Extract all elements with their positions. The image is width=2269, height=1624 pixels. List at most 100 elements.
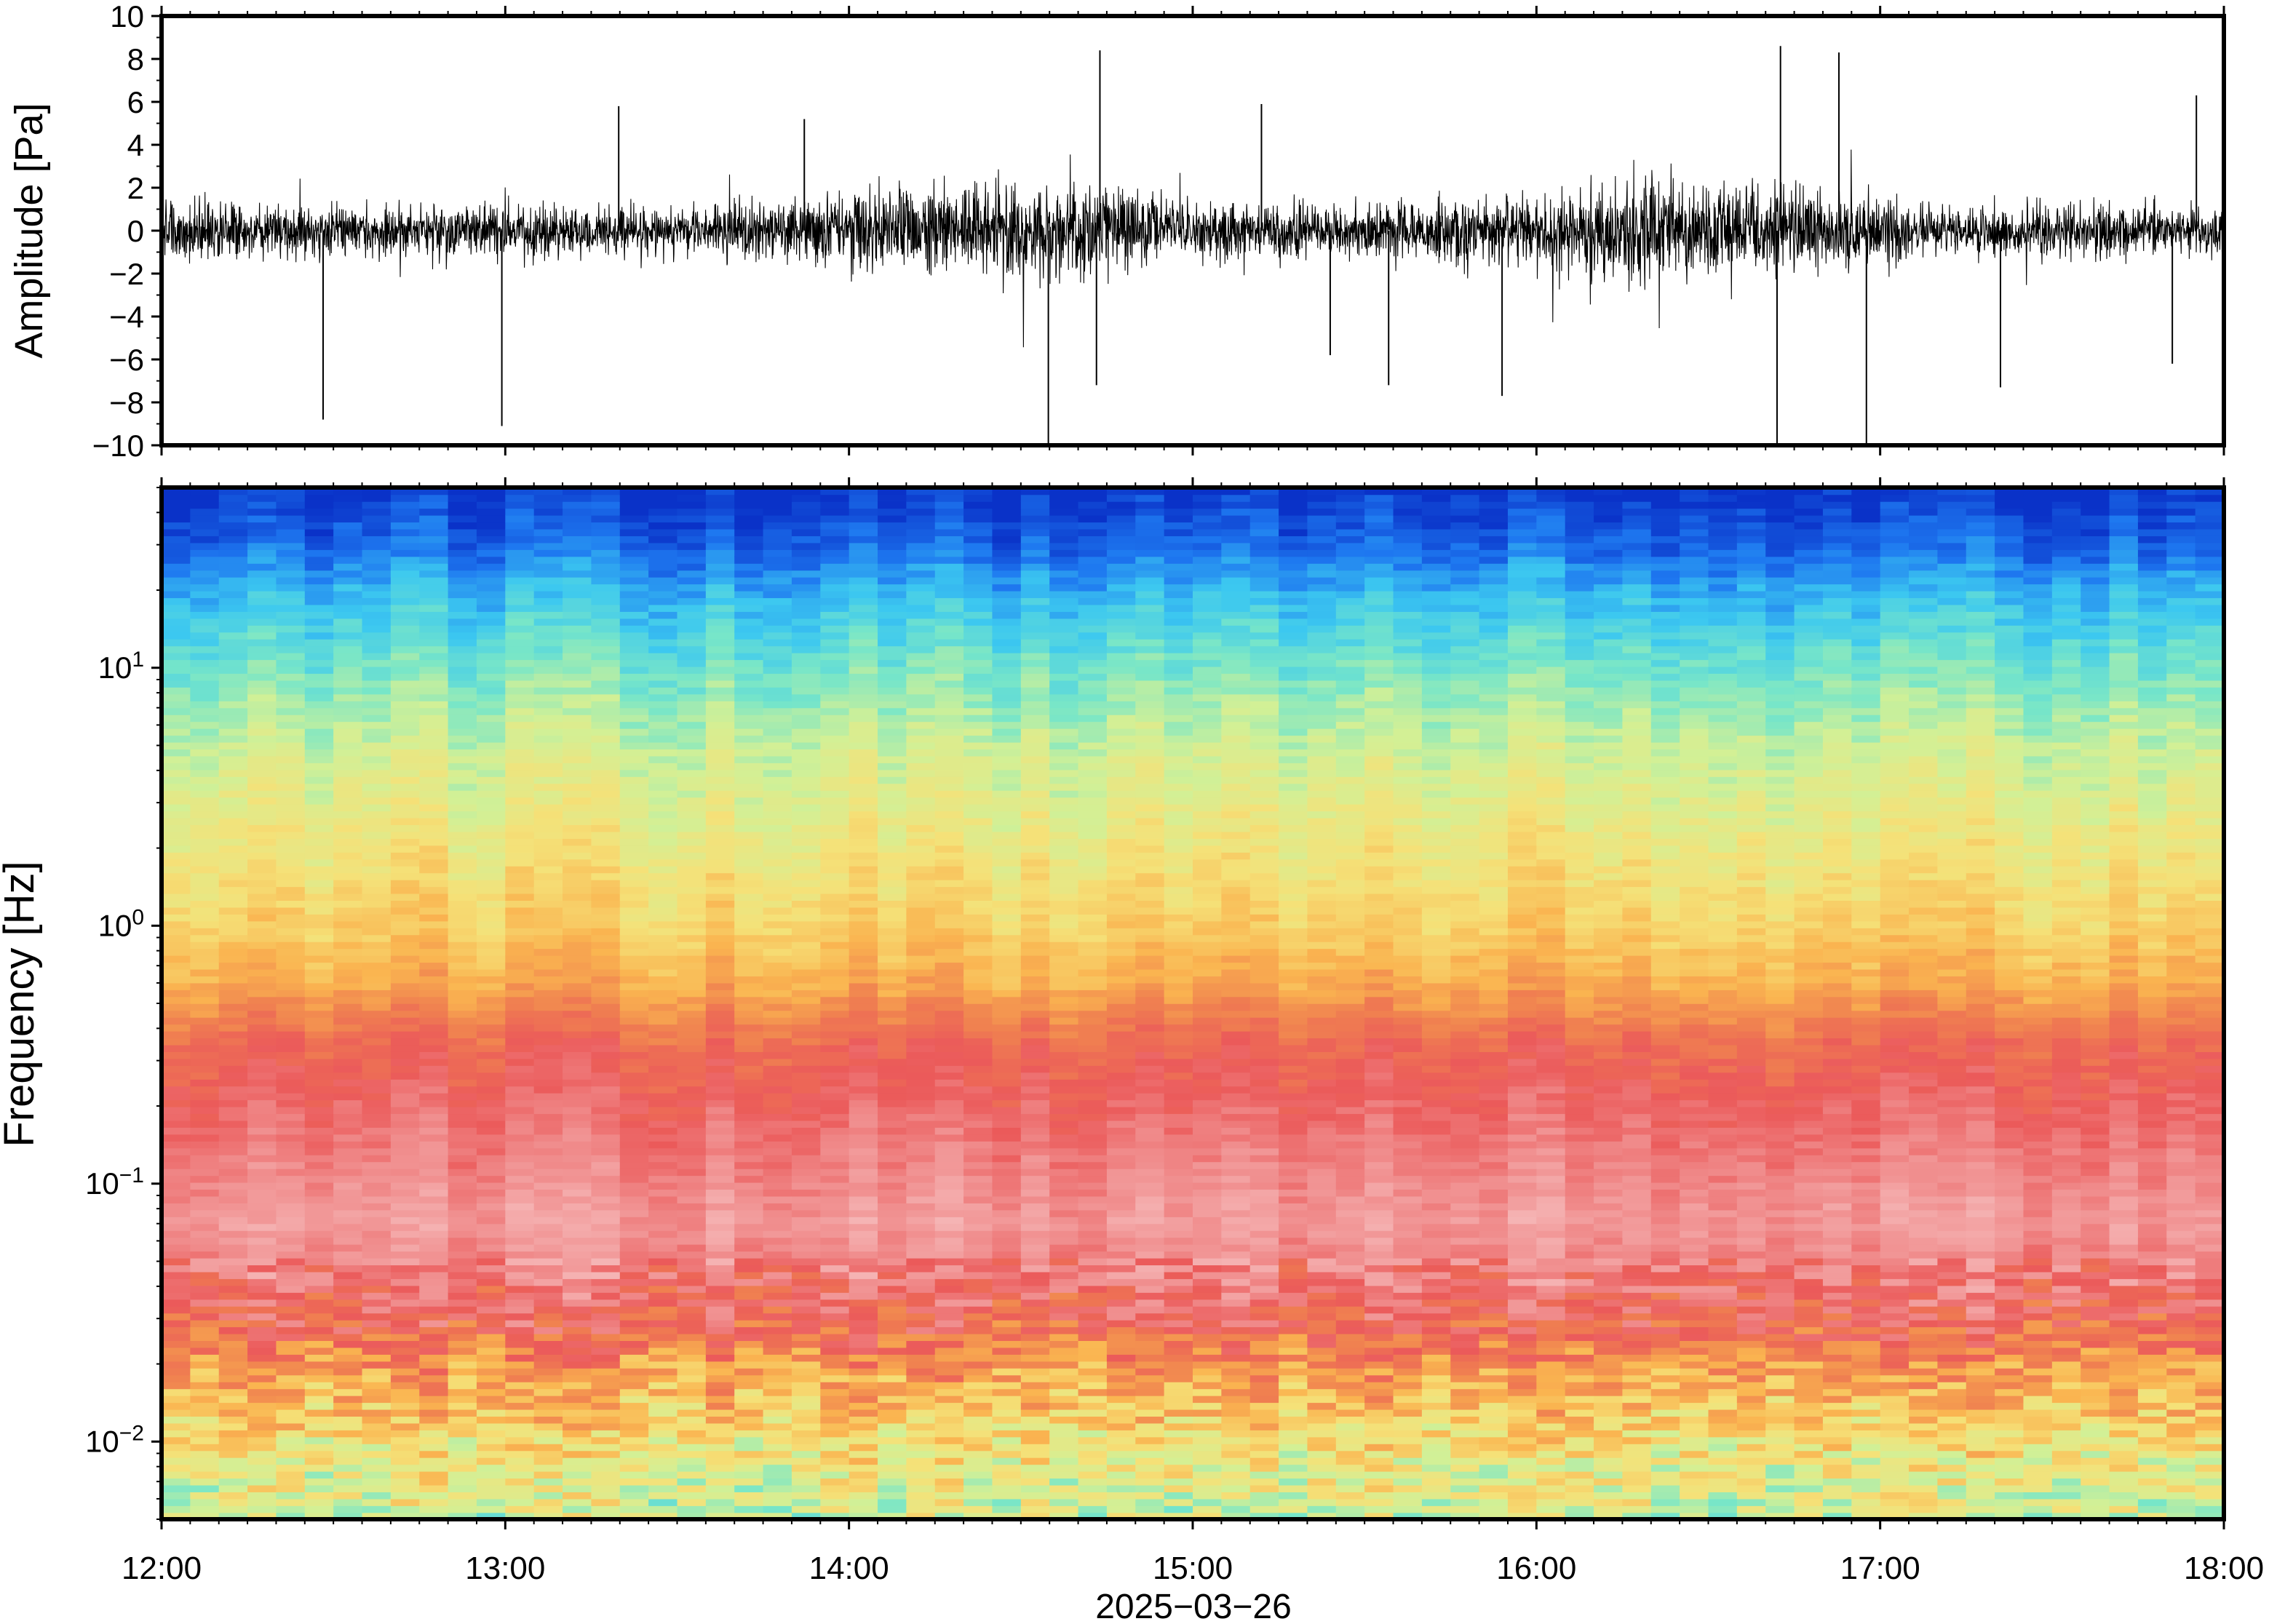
spectrogram-cell (878, 611, 907, 619)
spectrogram-cell (190, 1484, 220, 1492)
spectrogram-cell (934, 728, 964, 736)
spectrogram-cell (619, 968, 649, 976)
spectrogram-cell (791, 487, 822, 495)
spectrogram-cell (505, 1243, 535, 1252)
spectrogram-cell (476, 549, 506, 557)
spectrogram-cell (563, 1265, 592, 1273)
spectrogram-cell (448, 707, 477, 715)
spectrogram-cell (648, 721, 678, 729)
spectrogram-cell (448, 1402, 477, 1410)
spectrogram-cell (448, 645, 477, 653)
spectrogram-cell (218, 1464, 248, 1472)
spectrogram-cell (333, 1265, 363, 1273)
spectrogram-cell (878, 680, 907, 688)
spectrogram-cell (533, 1195, 563, 1203)
spectrogram-cell (390, 618, 421, 626)
spectrogram-cell (906, 536, 936, 544)
spectrogram-cell (162, 1203, 191, 1211)
spectrogram-cell (476, 1182, 506, 1190)
spectrogram-cell (419, 1189, 449, 1197)
spectrogram-cell (820, 1470, 850, 1479)
spectrogram-cell (648, 811, 678, 819)
spectrogram-cell (218, 907, 248, 915)
spectrogram-cell (791, 1099, 822, 1107)
spectrogram-cell (878, 1422, 907, 1430)
spectrogram-cell (677, 707, 707, 715)
spectrogram-cell (247, 886, 277, 894)
spectrogram-cell (619, 1243, 649, 1252)
spectrogram-cell (476, 1147, 506, 1155)
spectrogram-cell (791, 701, 822, 709)
spectrogram-cell (849, 1505, 878, 1513)
spectrogram-cell (563, 1189, 592, 1197)
spectrogram-cell (390, 797, 421, 805)
spectrogram-cell (791, 1484, 822, 1492)
spectrogram-cell (247, 556, 277, 564)
spectrogram-cell (333, 1361, 363, 1369)
spectrogram-cell (247, 1257, 277, 1266)
spectrogram-cell (362, 1099, 392, 1107)
spectrogram-cell (677, 852, 707, 860)
spectrogram-cell (705, 1182, 736, 1190)
spectrogram-cell (820, 1374, 850, 1382)
spectrogram-cell (906, 1436, 936, 1444)
spectrogram-cell (333, 1416, 363, 1424)
spectrogram-cell (505, 735, 535, 743)
spectrogram-cell (619, 879, 649, 888)
spectrogram-cell (304, 982, 334, 990)
spectrogram-cell (763, 590, 792, 599)
spectrogram-cell (677, 1388, 707, 1396)
spectrogram-cell (505, 1326, 535, 1334)
spectrogram-cell (505, 1416, 535, 1424)
spectrogram-cell (476, 652, 506, 661)
spectrogram-cell (563, 1409, 592, 1417)
spectrogram-cell (162, 920, 191, 928)
spectrogram-cell (276, 728, 306, 736)
spectrogram-cell (677, 556, 707, 564)
spectrogram-cell (619, 1141, 649, 1149)
spectrogram-cell (390, 824, 421, 832)
spectrogram-cell (648, 652, 678, 661)
spectrogram-cell (791, 928, 822, 936)
spectrogram-cell (878, 776, 907, 784)
spectrogram-cell (992, 789, 1022, 798)
spectrogram-cell (304, 652, 334, 661)
spectrogram-cell (763, 576, 792, 585)
spectrogram-cell (849, 536, 878, 544)
spectrogram-cell (734, 982, 764, 990)
spectrogram-cell (934, 1141, 964, 1149)
spectrogram-cell (533, 1313, 563, 1321)
spectrogram-cell (734, 1243, 764, 1252)
spectrogram-cell (304, 824, 334, 832)
spectrogram-cell (362, 824, 392, 832)
spectrogram-cell (218, 1409, 248, 1417)
spectrogram-cell (533, 1319, 563, 1328)
spectrogram-cell (878, 638, 907, 647)
spectrogram-cell (419, 1368, 449, 1376)
spectrogram-cell (906, 1038, 936, 1046)
spectrogram-cell (505, 508, 535, 516)
spectrogram-cell (333, 687, 363, 695)
spectrogram-cell (247, 1072, 277, 1080)
spectrogram-cell (276, 1120, 306, 1128)
spectrogram-cell (162, 528, 191, 536)
spectrogram-cell (934, 1251, 964, 1259)
spectrogram-cell (276, 1182, 306, 1190)
spectrogram-cell (390, 1498, 421, 1506)
spectrogram-cell (906, 597, 936, 605)
spectrogram-cell (705, 701, 736, 709)
spectrogram-cell (162, 962, 191, 970)
spectrogram-cell (162, 831, 191, 839)
spectrogram-cell (333, 1285, 363, 1293)
spectrogram-cell (934, 1044, 964, 1052)
spectrogram-cell (820, 948, 850, 956)
spectrogram-cell (362, 928, 392, 936)
spectrogram-cell (533, 900, 563, 908)
spectrogram-cell (705, 831, 736, 839)
spectrogram-cell (591, 1354, 621, 1362)
spectrogram-cell (934, 1237, 964, 1245)
spectrogram-cell (878, 1299, 907, 1307)
spectrogram-cell (247, 652, 277, 661)
spectrogram-cell (190, 1195, 220, 1203)
spectrogram-cell (276, 955, 306, 963)
